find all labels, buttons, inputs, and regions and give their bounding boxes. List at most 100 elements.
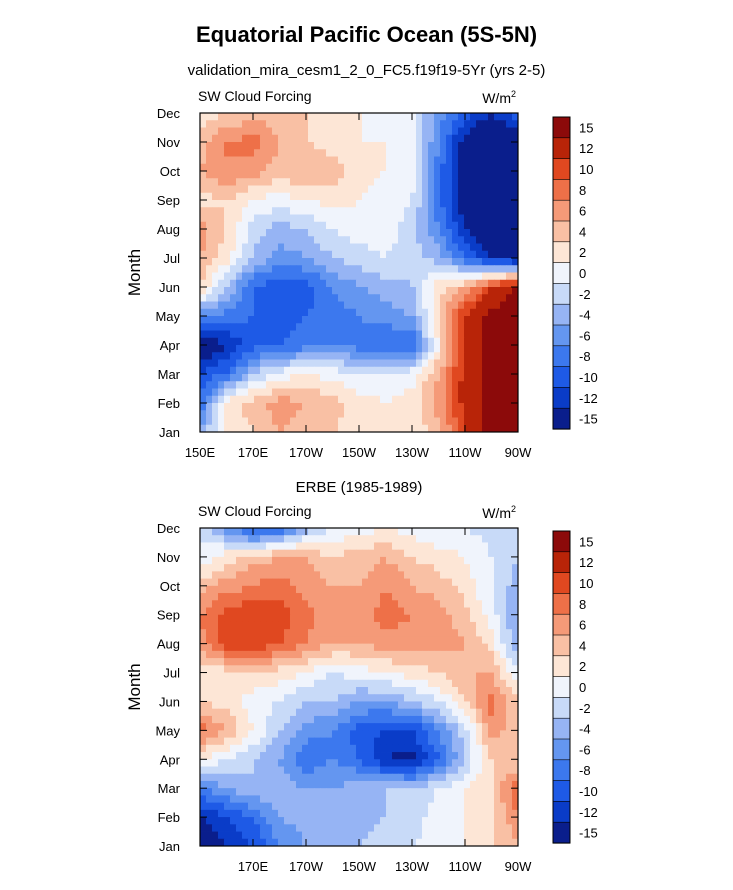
heatmap-cell: [506, 410, 513, 418]
heatmap-cell: [440, 556, 447, 565]
heatmap-cell: [362, 200, 369, 208]
heatmap-cell: [368, 287, 375, 295]
heatmap-cell: [212, 330, 219, 339]
heatmap-cell: [230, 636, 237, 645]
heatmap-cell: [500, 752, 507, 760]
heatmap-cell: [362, 773, 369, 782]
heatmap-cell: [224, 701, 231, 710]
heatmap-cell: [410, 607, 417, 616]
heatmap-cell: [470, 607, 477, 616]
heatmap-cell: [380, 723, 387, 731]
heatmap-cell: [350, 359, 357, 368]
heatmap-cell: [236, 207, 243, 215]
heatmap-cell: [398, 585, 405, 594]
heatmap-cell: [422, 795, 429, 804]
heatmap-cell: [416, 744, 423, 753]
heatmap-cell: [506, 549, 513, 558]
heatmap-cell: [206, 744, 213, 753]
heatmap-cell: [242, 701, 249, 710]
heatmap-cell: [290, 528, 297, 536]
heatmap-cell: [266, 265, 273, 273]
heatmap-cell: [236, 134, 243, 143]
heatmap-cell: [386, 301, 393, 310]
heatmap-cell: [302, 243, 309, 252]
heatmap-cell: [338, 679, 345, 688]
heatmap-cell: [308, 723, 315, 731]
heatmap-cell: [302, 643, 309, 652]
heatmap-cell: [248, 578, 255, 587]
heatmap-cell: [344, 120, 351, 128]
heatmap-cell: [482, 744, 489, 753]
heatmap-cell: [494, 600, 501, 608]
heatmap-cell: [344, 556, 351, 565]
heatmap-cell: [236, 214, 243, 223]
heatmap-cell: [248, 687, 255, 695]
heatmap-cell: [266, 723, 273, 731]
heatmap-cell: [212, 366, 219, 375]
heatmap-cell: [422, 410, 429, 418]
heatmap-cell: [260, 708, 267, 717]
heatmap-cell: [350, 142, 357, 150]
heatmap-cell: [260, 142, 267, 150]
heatmap-cell: [464, 221, 471, 230]
heatmap-cell: [284, 607, 291, 616]
heatmap-cell: [404, 381, 411, 389]
heatmap-cell: [326, 788, 333, 796]
heatmap-cell: [392, 294, 399, 302]
heatmap-cell: [362, 149, 369, 157]
heatmap-cell: [368, 636, 375, 645]
heatmap-cell: [458, 127, 465, 136]
heatmap-cell: [236, 687, 243, 695]
heatmap-cell: [236, 809, 243, 818]
x-tick-label: 90W: [505, 859, 532, 874]
colorbar-label: -8: [579, 763, 591, 778]
heatmap-cell: [464, 578, 471, 587]
colorbar-label: 0: [579, 680, 586, 695]
heatmap-cell: [374, 127, 381, 136]
heatmap-cell: [392, 374, 399, 382]
heatmap-cell: [404, 403, 411, 411]
heatmap-cell: [362, 178, 369, 186]
heatmap-cell: [440, 265, 447, 273]
heatmap-cell: [380, 658, 387, 666]
heatmap-cell: [290, 650, 297, 659]
heatmap-cell: [452, 621, 459, 630]
heatmap-cell: [494, 388, 501, 397]
heatmap-cell: [248, 636, 255, 645]
heatmap-cell: [482, 614, 489, 623]
heatmap-cell: [200, 715, 207, 724]
heatmap-cell: [212, 643, 219, 652]
heatmap-cell: [350, 294, 357, 302]
heatmap-cell: [488, 323, 495, 331]
heatmap-cell: [320, 802, 327, 811]
heatmap-cell: [398, 687, 405, 695]
heatmap-cell: [416, 658, 423, 666]
heatmap-cell: [200, 556, 207, 565]
heatmap-cell: [314, 337, 321, 346]
heatmap-cell: [230, 694, 237, 702]
heatmap-cell: [506, 120, 513, 128]
heatmap-cell: [512, 287, 519, 295]
heatmap-cell: [356, 214, 363, 223]
heatmap-cell: [446, 395, 453, 404]
heatmap-cell: [296, 207, 303, 215]
heatmap-cell: [452, 629, 459, 637]
heatmap-cell: [464, 708, 471, 717]
heatmap-cell: [212, 535, 219, 543]
heatmap-cell: [260, 809, 267, 818]
heatmap-cell: [428, 381, 435, 389]
heatmap-cell: [440, 788, 447, 796]
heatmap-cell: [446, 178, 453, 186]
heatmap-cell: [224, 113, 231, 121]
heatmap-cell: [476, 744, 483, 753]
heatmap-cell: [386, 809, 393, 818]
heatmap-cell: [434, 287, 441, 295]
heatmap-cell: [428, 600, 435, 608]
heatmap-cell: [254, 308, 261, 317]
heatmap-cell: [230, 127, 237, 136]
heatmap-cell: [482, 838, 489, 847]
heatmap-cell: [452, 279, 459, 288]
heatmap-cell: [308, 578, 315, 587]
heatmap-cell: [368, 316, 375, 324]
heatmap-cell: [500, 723, 507, 731]
